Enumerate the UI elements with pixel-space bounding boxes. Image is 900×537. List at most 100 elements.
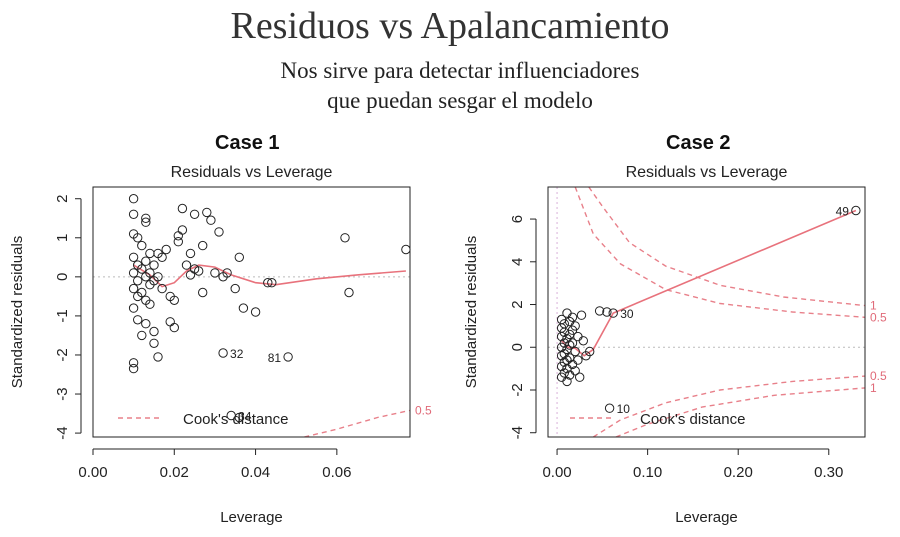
case1-point-30 xyxy=(149,326,159,337)
case1-point-63 xyxy=(250,307,261,317)
case1-point-52 xyxy=(198,240,208,251)
case2-point-32 xyxy=(573,355,583,365)
case2-plot-frame xyxy=(547,186,866,438)
case1-point-60 xyxy=(230,283,240,294)
case1-point-16 xyxy=(137,287,147,298)
case2-y-tick-label-2: 0 xyxy=(509,343,526,351)
case1-point-54 xyxy=(202,207,212,218)
case2-point-40 xyxy=(608,308,618,318)
case1-point-14 xyxy=(137,240,147,251)
case1-point-label-0: 32 xyxy=(230,347,244,361)
case1-point-43 xyxy=(173,231,184,241)
case1-point-10 xyxy=(128,303,139,313)
case2-point-35 xyxy=(578,336,588,346)
case2-point-41 xyxy=(604,403,615,413)
case1-chart-title: Residuals vs Leverage xyxy=(171,164,333,181)
case1-point-23 xyxy=(141,319,151,329)
case1-y-tick-label-0: -4 xyxy=(54,426,71,439)
case1-point-50 xyxy=(189,209,200,220)
case1-point-69 xyxy=(234,412,245,423)
case1-point-55 xyxy=(206,215,216,225)
case1-point-34 xyxy=(153,352,163,362)
case2-point-18 xyxy=(562,376,572,387)
case1-point-70 xyxy=(340,233,350,243)
case2-point-38 xyxy=(594,306,605,316)
slide-title: Residuos vs Apalancamiento xyxy=(230,5,670,47)
case2-point-42 xyxy=(851,205,861,216)
case1-y-tick-label-6: 2 xyxy=(54,195,71,203)
case2-y-tick-label-0: -4 xyxy=(509,426,526,439)
case1-x-tick-label-0: 0.00 xyxy=(78,464,107,481)
case2-cook-curve-1 xyxy=(574,187,865,318)
case1-point-18 xyxy=(141,217,151,227)
case1-point-label-1: 81 xyxy=(268,351,282,365)
case2-point-34 xyxy=(576,310,587,320)
case2-cook-curve-3 xyxy=(615,387,865,437)
case1-cook-label-0: 0.5 xyxy=(415,403,432,417)
case1-x-tick-label-1: 0.02 xyxy=(160,464,189,481)
case1-point-57 xyxy=(214,227,224,237)
case2-y-tick-label-4: 4 xyxy=(509,258,526,266)
case1-y-axis-label: Standardized residuals xyxy=(9,236,26,389)
case2-y-tick-label-5: 6 xyxy=(509,215,526,223)
case1-point-3 xyxy=(133,233,143,243)
case2-cook-curve-0 xyxy=(588,187,865,307)
case2-cook-label-2: 0.5 xyxy=(870,369,887,383)
case1-point-12 xyxy=(128,358,139,368)
case2-cook-label-0: 1 xyxy=(870,299,877,313)
case1-point-47 xyxy=(185,248,196,259)
case1-point-71 xyxy=(344,287,354,298)
case1-point-45 xyxy=(177,203,188,214)
case2-x-tick-label-1: 0.10 xyxy=(633,464,662,481)
case1-y-tick-label-4: 0 xyxy=(54,273,71,281)
case2-point-28 xyxy=(570,321,580,331)
case1-point-8 xyxy=(128,283,139,294)
case1-point-24 xyxy=(145,248,155,259)
case1-y-tick-label-1: -3 xyxy=(54,387,71,400)
case2-x-tick-label-3: 0.30 xyxy=(814,464,843,481)
case1-point-25 xyxy=(145,268,155,278)
case1-point-17 xyxy=(137,330,147,341)
case1-point-28 xyxy=(149,260,159,270)
case2-point-label-1: 10 xyxy=(617,402,631,416)
case2-chart: Residuals vs Leverage10.50.51301049Cook'… xyxy=(463,164,887,526)
case1-point-62 xyxy=(238,303,249,313)
case1-point-40 xyxy=(169,295,180,305)
case1-y-tick-label-5: 1 xyxy=(54,234,71,242)
case1-x-tick-label-2: 0.04 xyxy=(241,464,270,481)
case1-point-64 xyxy=(263,278,273,288)
case1-point-27 xyxy=(145,299,155,309)
case1-point-39 xyxy=(165,317,175,327)
slide-subtitle-line1: Nos sirve para detectar influenciadores xyxy=(280,58,640,83)
case1-y-tick-label-3: -1 xyxy=(54,309,71,322)
case1-point-46 xyxy=(181,260,192,270)
case2-point-29 xyxy=(570,346,580,357)
case1-point-6 xyxy=(128,268,139,278)
case2-y-tick-label-1: -2 xyxy=(509,383,526,396)
case1-x-tick-label-3: 0.06 xyxy=(322,464,351,481)
case1-point-44 xyxy=(177,225,188,235)
case1-point-72 xyxy=(401,244,411,255)
case2-smooth-line xyxy=(561,209,857,357)
case1-label: Case 1 xyxy=(215,132,280,154)
case1-point-31 xyxy=(149,338,159,348)
case2-y-axis-label: Standardized residuals xyxy=(463,236,480,389)
case1-point-41 xyxy=(169,322,180,333)
case2-x-tick-label-0: 0.00 xyxy=(542,464,571,481)
slide-subtitle-line2: que puedan sesgar el modelo xyxy=(327,88,593,113)
case2-cook-curve-2 xyxy=(592,375,865,437)
case1-point-13 xyxy=(128,363,139,374)
case1-point-20 xyxy=(141,256,151,266)
case2-chart-title: Residuals vs Leverage xyxy=(626,164,788,181)
case2-x-axis-label: Leverage xyxy=(675,509,738,526)
case2-point-21 xyxy=(565,340,575,350)
case1-cook-contours xyxy=(304,409,410,437)
case1-point-42 xyxy=(173,237,184,247)
case1-point-19 xyxy=(141,213,151,224)
case1-point-33 xyxy=(153,272,163,282)
case1-point-7 xyxy=(133,276,143,286)
case1-smooth-line xyxy=(133,264,406,288)
case1-point-66 xyxy=(218,348,228,358)
case1-y-tick-label-2: -2 xyxy=(54,348,71,361)
